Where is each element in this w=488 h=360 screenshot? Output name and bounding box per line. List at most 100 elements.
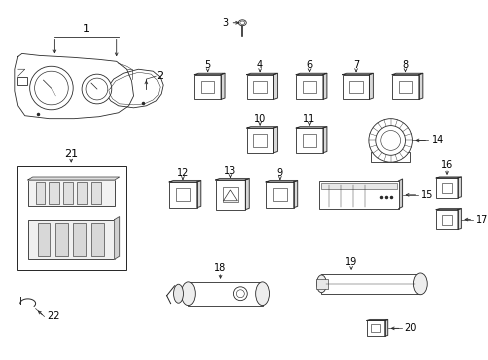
Text: 15: 15 xyxy=(421,190,433,200)
Text: 7: 7 xyxy=(352,60,358,70)
Bar xyxy=(391,75,418,99)
Text: 18: 18 xyxy=(214,263,226,273)
Bar xyxy=(316,279,327,289)
Bar xyxy=(215,180,245,210)
Bar xyxy=(77,182,87,204)
Bar xyxy=(91,222,103,256)
Ellipse shape xyxy=(238,20,246,26)
Polygon shape xyxy=(322,127,326,153)
Bar xyxy=(176,188,189,201)
Text: 8: 8 xyxy=(402,60,407,70)
Bar xyxy=(348,81,362,93)
Bar xyxy=(169,182,196,208)
Bar xyxy=(17,77,27,85)
Polygon shape xyxy=(246,127,277,128)
Polygon shape xyxy=(246,73,277,75)
Text: 1: 1 xyxy=(82,24,89,34)
Bar xyxy=(296,75,322,99)
Text: 12: 12 xyxy=(177,168,189,178)
Bar xyxy=(194,75,221,99)
Bar xyxy=(49,182,59,204)
Text: 14: 14 xyxy=(431,135,444,145)
Polygon shape xyxy=(435,177,460,178)
Circle shape xyxy=(233,287,247,301)
Polygon shape xyxy=(296,127,326,128)
Bar xyxy=(321,183,396,189)
Polygon shape xyxy=(273,127,277,153)
Polygon shape xyxy=(368,73,372,99)
Bar xyxy=(435,210,457,229)
Text: 19: 19 xyxy=(344,257,357,267)
Polygon shape xyxy=(293,181,297,208)
Text: 4: 4 xyxy=(257,60,263,70)
Text: 13: 13 xyxy=(224,166,236,176)
Text: 21: 21 xyxy=(64,149,78,159)
Bar xyxy=(296,128,322,153)
Bar xyxy=(441,215,451,225)
Polygon shape xyxy=(196,181,201,208)
Bar xyxy=(223,188,237,202)
Bar xyxy=(36,182,45,204)
Bar xyxy=(370,324,380,332)
Text: 10: 10 xyxy=(253,114,265,124)
Circle shape xyxy=(82,74,112,104)
Bar xyxy=(246,128,273,153)
Text: 6: 6 xyxy=(306,60,312,70)
Polygon shape xyxy=(115,217,120,259)
Polygon shape xyxy=(15,53,133,119)
Polygon shape xyxy=(273,73,277,99)
Ellipse shape xyxy=(173,284,183,303)
Bar xyxy=(398,81,411,93)
Bar xyxy=(246,75,273,99)
Ellipse shape xyxy=(412,273,427,295)
Bar xyxy=(38,222,50,256)
Bar xyxy=(73,222,86,256)
Polygon shape xyxy=(169,181,201,182)
Bar xyxy=(302,134,316,147)
Bar xyxy=(253,81,266,93)
Text: 3: 3 xyxy=(222,18,228,28)
Circle shape xyxy=(375,126,405,155)
Ellipse shape xyxy=(316,275,325,293)
Bar xyxy=(319,181,398,209)
Polygon shape xyxy=(265,181,297,182)
Polygon shape xyxy=(296,73,326,75)
Bar xyxy=(188,282,262,306)
Bar xyxy=(55,222,68,256)
Bar xyxy=(366,320,384,336)
Polygon shape xyxy=(457,177,460,198)
Polygon shape xyxy=(215,179,249,180)
Bar xyxy=(321,274,420,294)
Polygon shape xyxy=(342,73,372,75)
Bar xyxy=(265,182,293,208)
Bar xyxy=(17,166,125,270)
Text: 2: 2 xyxy=(156,71,163,81)
Text: 5: 5 xyxy=(204,60,210,70)
Polygon shape xyxy=(391,73,422,75)
Polygon shape xyxy=(435,209,460,210)
Bar xyxy=(91,182,101,204)
Ellipse shape xyxy=(181,282,195,306)
Bar xyxy=(435,178,457,198)
Bar xyxy=(342,75,368,99)
Polygon shape xyxy=(245,179,249,210)
Bar xyxy=(272,188,286,201)
Bar xyxy=(28,220,115,259)
Bar xyxy=(370,152,409,162)
Text: 11: 11 xyxy=(303,114,315,124)
Polygon shape xyxy=(418,73,422,99)
Bar xyxy=(28,180,115,206)
Text: 17: 17 xyxy=(475,215,488,225)
Text: 22: 22 xyxy=(47,311,60,321)
Polygon shape xyxy=(322,73,326,99)
Polygon shape xyxy=(384,320,387,336)
Polygon shape xyxy=(194,73,224,75)
Bar xyxy=(63,182,73,204)
Polygon shape xyxy=(457,209,460,229)
Bar xyxy=(302,81,316,93)
Text: 16: 16 xyxy=(440,160,452,170)
Polygon shape xyxy=(221,73,224,99)
Text: 9: 9 xyxy=(276,168,283,178)
Bar xyxy=(253,134,266,147)
Ellipse shape xyxy=(255,282,269,306)
